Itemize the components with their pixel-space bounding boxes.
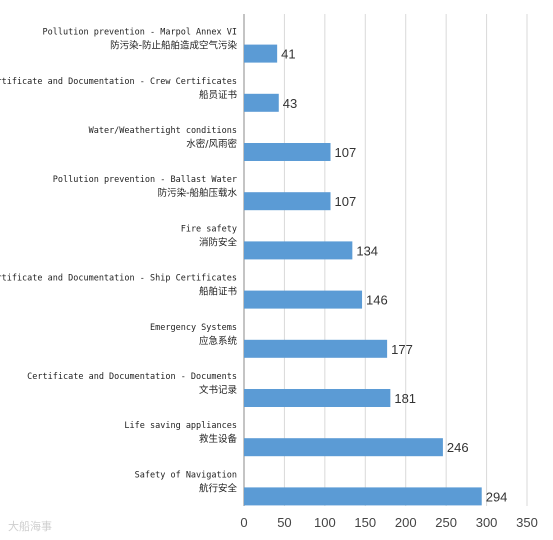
category-label-zh-5: 船舶证书 <box>199 286 238 298</box>
x-tick-label-0: 0 <box>240 515 247 530</box>
bar-6 <box>244 339 388 358</box>
category-label-zh-0: 防污染-防止船舶造成空气污染 <box>110 40 237 52</box>
bar-8 <box>244 438 443 457</box>
x-tick-label-250: 250 <box>435 515 457 530</box>
category-label-en-4: Fire safety <box>181 224 237 234</box>
x-tick-label-50: 50 <box>277 515 291 530</box>
bar-3 <box>244 192 331 211</box>
x-tick-label-150: 150 <box>354 515 376 530</box>
watermark: 大船海事 <box>8 520 52 533</box>
bar-5 <box>244 290 363 309</box>
category-label-zh-4: 消防安全 <box>199 236 238 248</box>
data-label-2: 107 <box>335 145 357 160</box>
x-tick-label-300: 300 <box>476 515 498 530</box>
bar-9 <box>244 487 482 506</box>
data-label-8: 246 <box>447 440 469 455</box>
category-label-en-1: Certificate and Documentation - Crew Cer… <box>0 77 237 87</box>
data-label-6: 177 <box>391 342 413 357</box>
data-label-9: 294 <box>486 489 508 504</box>
category-label-zh-6: 应急系统 <box>199 335 238 347</box>
bar-0 <box>244 44 278 63</box>
bar-2 <box>244 143 331 161</box>
data-label-5: 146 <box>366 293 388 308</box>
category-label-zh-1: 船员证书 <box>199 89 238 101</box>
bar-4 <box>244 241 353 260</box>
category-label-en-9: Safety of Navigation <box>135 470 237 480</box>
x-tick-label-200: 200 <box>395 515 417 530</box>
category-label-zh-8: 救生设备 <box>199 433 238 445</box>
category-label-en-3: Pollution prevention - Ballast Water <box>53 175 237 185</box>
category-label-zh-7: 文书记录 <box>199 384 238 396</box>
category-label-en-2: Water/Weathertight conditions <box>89 126 237 136</box>
category-label-en-0: Pollution prevention - Marpol Annex VI <box>43 28 237 38</box>
data-label-4: 134 <box>356 243 378 258</box>
category-label-zh-9: 航行安全 <box>199 482 238 494</box>
bar-7 <box>244 389 391 407</box>
x-tick-label-100: 100 <box>314 515 336 530</box>
category-label-en-6: Emergency Systems <box>150 323 237 333</box>
category-label-en-7: Certificate and Documentation - Document… <box>27 372 237 382</box>
category-label-en-5: Certificate and Documentation - Ship Cer… <box>0 274 237 284</box>
data-label-1: 43 <box>283 96 297 111</box>
data-label-0: 41 <box>281 47 295 62</box>
category-label-en-8: Life saving appliances <box>124 421 237 431</box>
data-label-3: 107 <box>335 194 357 209</box>
category-label-zh-3: 防污染-船舶压载水 <box>158 187 238 199</box>
category-label-zh-2: 水密/风雨密 <box>186 138 237 150</box>
data-label-7: 181 <box>394 391 416 406</box>
x-tick-label-350: 350 <box>516 515 538 530</box>
bar-1 <box>244 93 279 112</box>
